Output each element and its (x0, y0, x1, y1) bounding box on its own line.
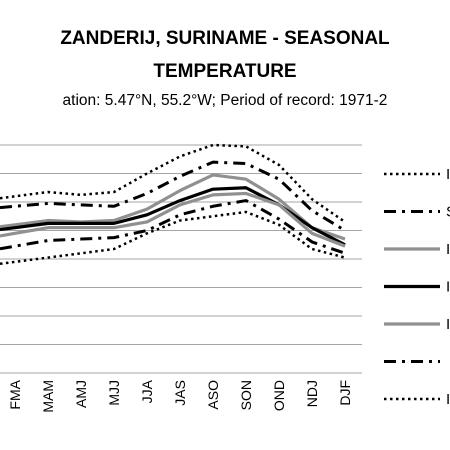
series-line-7 (0, 210, 346, 266)
chart-title-line-1: ZANDERIJ, SURINAME - SEASONAL (60, 28, 390, 49)
x-tick-label: DJF (337, 380, 353, 406)
legend-label-3: I (446, 241, 450, 258)
gridlines (0, 144, 362, 374)
series-lines (0, 143, 346, 266)
x-tick-label: OND (271, 380, 287, 411)
x-tick-label: JAS (172, 380, 188, 406)
x-axis-tick-labels: FMA MAM AMJ MJJ JJA JAS ASO SON OND NDJ DJF (7, 379, 353, 412)
x-tick-label: NDJ (304, 380, 320, 407)
legend-label-4: I (446, 279, 450, 296)
chart-title-line-2: TEMPERATURE (153, 61, 297, 82)
x-tick-label: ASO (205, 380, 221, 410)
series-line-3 (0, 173, 346, 241)
series-line-6 (0, 199, 346, 255)
legend-label-1: I (446, 166, 450, 183)
x-tick-label: AMJ (73, 380, 89, 408)
x-tick-label: FMA (7, 379, 23, 409)
x-tick-label: MJJ (106, 380, 122, 406)
x-tick-label: JJA (139, 379, 155, 403)
series-line-1 (0, 143, 346, 223)
series-line-5 (0, 191, 346, 248)
legend-label-2: S (446, 204, 450, 221)
x-tick-label: SON (238, 380, 254, 410)
legend-label-7: I (446, 391, 450, 408)
legend-label-5: I (446, 316, 450, 333)
chart-subtitle: ation: 5.47°N, 55.2°W; Period of record:… (62, 92, 388, 109)
series-line-2 (0, 160, 346, 232)
chart-title: ZANDERIJ, SURINAME - SEASONAL TEMPERATUR… (0, 22, 450, 88)
legend: I S I I I I (384, 166, 450, 408)
x-tick-label: MAM (40, 380, 56, 413)
